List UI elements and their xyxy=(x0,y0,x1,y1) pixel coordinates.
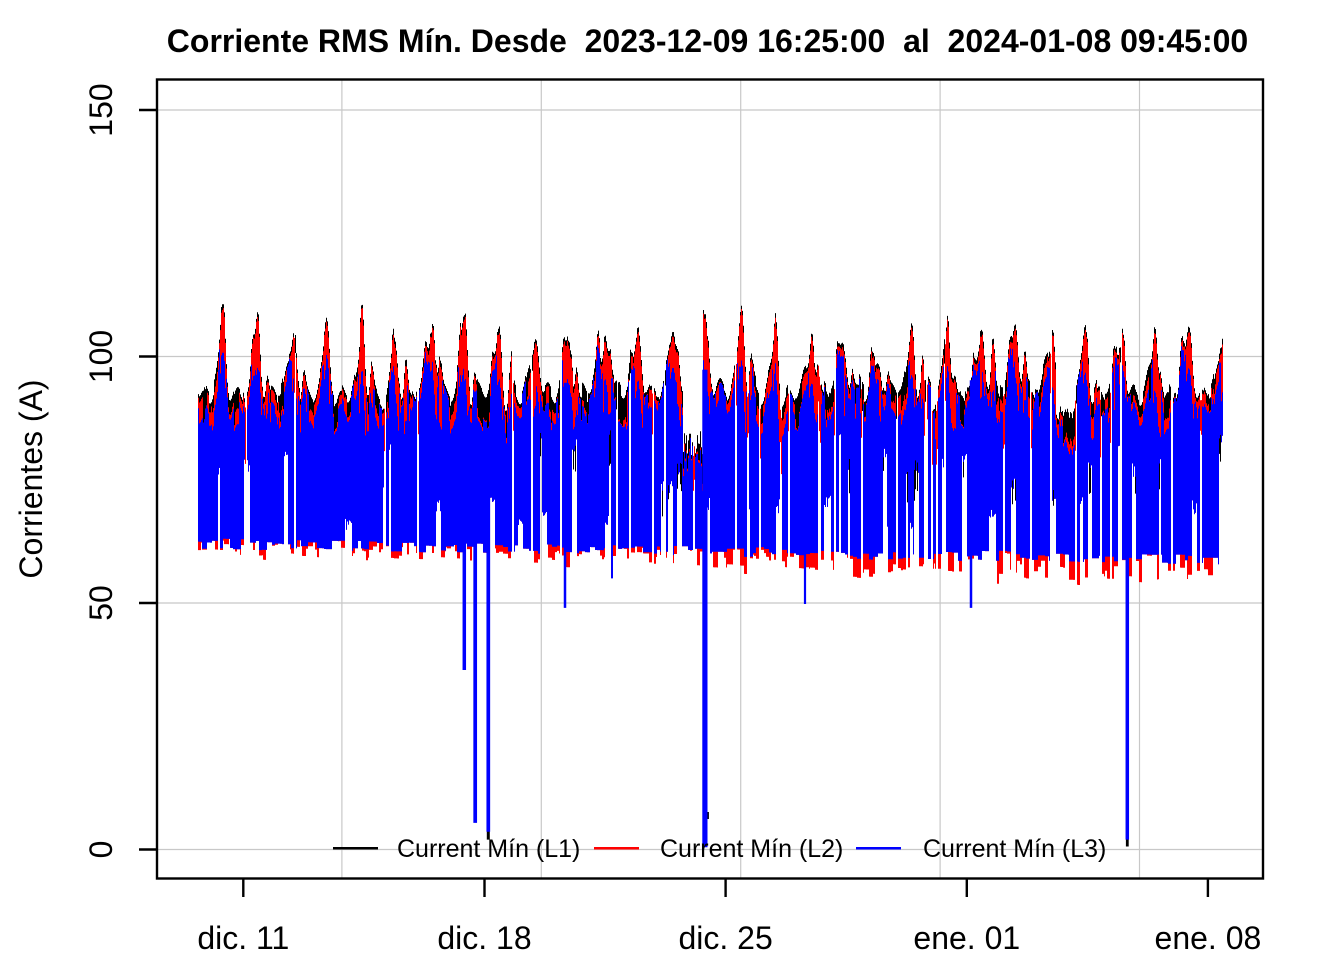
svg-text:ene. 08: ene. 08 xyxy=(1155,920,1262,956)
svg-text:50: 50 xyxy=(83,585,119,621)
svg-text:100: 100 xyxy=(83,330,119,383)
svg-text:0: 0 xyxy=(83,841,119,859)
svg-text:dic. 18: dic. 18 xyxy=(437,920,531,956)
svg-text:dic. 25: dic. 25 xyxy=(678,920,772,956)
svg-text:Current Mín (L1): Current Mín (L1) xyxy=(397,835,580,863)
svg-text:ene. 01: ene. 01 xyxy=(913,920,1020,956)
svg-text:Corriente RMS Mín. Desde 2023: Corriente RMS Mín. Desde 2023-12-09 16:2… xyxy=(167,23,1248,59)
svg-text:150: 150 xyxy=(83,83,119,136)
svg-text:Current Mín (L3): Current Mín (L3) xyxy=(923,835,1106,863)
svg-text:Corrientes (A): Corrientes (A) xyxy=(13,379,49,578)
svg-text:Current Mín (L2): Current Mín (L2) xyxy=(660,835,843,863)
svg-text:dic. 11: dic. 11 xyxy=(197,920,289,956)
